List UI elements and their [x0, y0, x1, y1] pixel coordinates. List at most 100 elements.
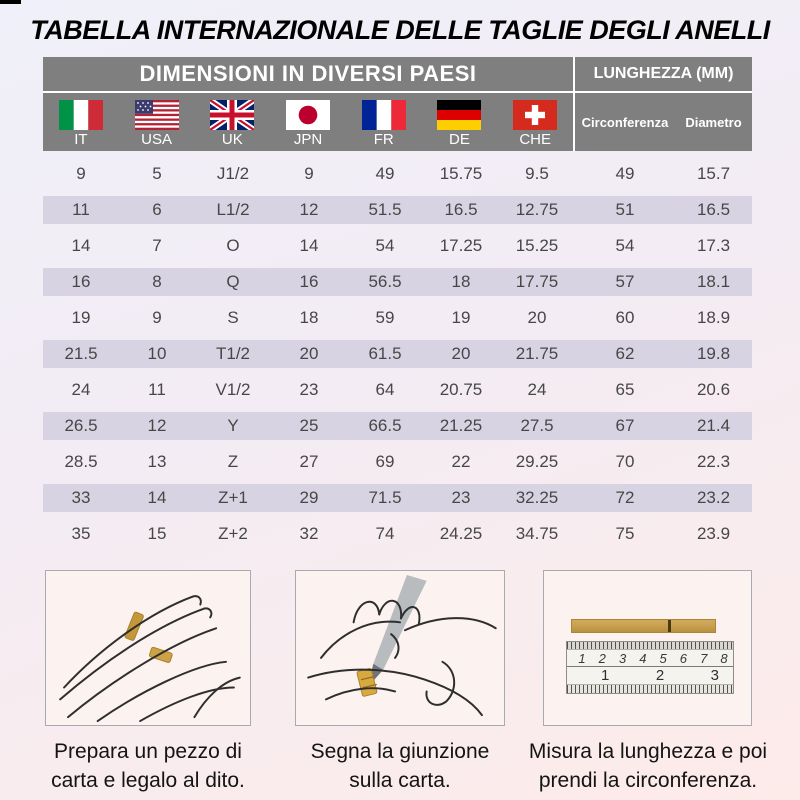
table-cell: 21.75 [515, 344, 559, 363]
ruler-number: 6 [679, 650, 688, 666]
table-cell: 21.4 [696, 416, 731, 435]
table-cell: 25 [299, 416, 319, 435]
country-column-che: CHE [497, 93, 573, 151]
table-cell: 8 [152, 272, 162, 291]
instruction-box-mark [295, 570, 505, 726]
table-cell: 19 [71, 308, 91, 327]
flag-it-icon [58, 100, 103, 130]
table-cell: 51.5 [368, 200, 402, 219]
country-column-usa: USA [119, 93, 195, 151]
table-cell: 54 [375, 236, 395, 255]
table-cell: 15.75 [439, 164, 483, 183]
table-cell: 26.5 [64, 416, 98, 435]
table-cell: 59 [375, 308, 395, 327]
country-column-it: IT [43, 93, 119, 151]
table-cell: 27 [299, 452, 319, 471]
table-cell: 74 [375, 524, 395, 543]
table-cell: 71.5 [368, 488, 402, 507]
table-cell: 62 [615, 344, 635, 363]
country-code: CHE [519, 131, 551, 148]
caption-line: sulla carta. [349, 769, 451, 792]
table-cell: 16.5 [444, 200, 478, 219]
table-cell: 17.25 [439, 236, 483, 255]
table-cell: 18.9 [696, 308, 731, 327]
table-cell: 7 [152, 236, 162, 255]
table-cell: 70 [615, 452, 635, 471]
table-cell: 49 [375, 164, 395, 183]
table-cell: 21.5 [64, 344, 98, 363]
table-cell: J1/2 [216, 164, 250, 183]
ruler-inch-scale: 1 2 3 [567, 667, 733, 684]
table-cell: 28.5 [64, 452, 98, 471]
table-cell: 18 [451, 272, 471, 291]
table-cell: 65 [615, 380, 635, 399]
table-cell: 29 [299, 488, 319, 507]
table-cell: 24 [71, 380, 91, 399]
table-cell: 54 [615, 236, 635, 255]
ruler-number: 3 [710, 667, 719, 684]
strip-mark [668, 620, 671, 632]
column-diametro: Diametro [685, 114, 742, 130]
table-cell: S [227, 308, 239, 327]
table-cell: 35 [71, 524, 91, 543]
country-code: USA [141, 131, 172, 148]
caption-line: carta e legalo al dito. [51, 769, 245, 792]
caption-line: Segna la giunzione [310, 740, 490, 763]
table-cell: 9 [152, 308, 162, 327]
table-cell: 12 [147, 416, 167, 435]
table-cell: 18 [299, 308, 319, 327]
country-code: IT [74, 131, 88, 148]
table-cell: 14 [71, 236, 91, 255]
table-cell: 16.5 [696, 200, 731, 219]
table-cell: 12 [299, 200, 319, 219]
instruction-box-prepare [45, 570, 251, 726]
instruction-caption-measure: Misura la lunghezza e poi prendi la circ… [529, 737, 767, 795]
table-cell: Z [227, 452, 239, 471]
country-code: UK [221, 131, 243, 148]
flag-fr-icon [361, 100, 406, 130]
ruler-number: 3 [618, 650, 627, 666]
ruler-number: 7 [700, 650, 708, 666]
table-cell: 21.25 [439, 416, 483, 435]
country-code: FR [373, 131, 394, 148]
table-cell: 33 [71, 488, 91, 507]
flag-che-icon [513, 100, 558, 130]
table-cell: 20 [451, 344, 471, 363]
table-cell: T1/2 [215, 344, 251, 363]
ruler-cm-ticks [567, 642, 733, 650]
column-circonferenza: Circonferenza [581, 114, 669, 130]
country-column-jpn: JPN [270, 93, 346, 151]
table-header: DIMENSIONI IN DIVERSI PAESI LUNGHEZZA (M… [43, 57, 752, 151]
table-cell: 20 [527, 308, 547, 327]
ruler-number: 5 [659, 650, 667, 666]
table-cell: 29.25 [515, 452, 559, 471]
top-left-artifact [0, 0, 21, 4]
ruler-number: 2 [598, 650, 606, 666]
country-code: JPN [293, 131, 323, 148]
table-row: 14 7 O 14 54 17.25 15.25 54 17.3 [43, 228, 752, 264]
ruler-number: 1 [601, 667, 610, 684]
table-row: 11 6 L1/2 12 51.5 16.5 12.75 51 16.5 [43, 192, 752, 228]
table-cell: 5 [152, 164, 162, 183]
size-rows: 9 5 J1/2 9 49 15.75 9.5 49 15.7 11 6 L1/2 12 51.5 16.5… [43, 156, 752, 552]
table-cell: 10 [147, 344, 167, 363]
table-row: 33 14 Z+1 29 71.5 23 32.25 72 23.2 [43, 480, 752, 516]
table-cell: 61.5 [368, 344, 402, 363]
ruler-number: 4 [639, 650, 647, 666]
table-row: 26.5 12 Y 25 66.5 21.25 27.5 67 21.4 [43, 408, 752, 444]
table-cell: 12.75 [515, 200, 559, 219]
table-cell: 66.5 [368, 416, 402, 435]
ruler-number: 1 [578, 650, 586, 666]
table-cell: 16 [299, 272, 319, 291]
country-columns: IT [43, 93, 575, 151]
table-cell: 22.3 [696, 452, 731, 471]
country-column-de: DE [422, 93, 498, 151]
table-cell: 34.75 [515, 524, 559, 543]
table-cell: 14 [147, 488, 167, 507]
table-row: 21.5 10 T1/2 20 61.5 20 21.75 62 19.8 [43, 336, 752, 372]
caption-line: Misura la lunghezza e poi [528, 740, 768, 763]
table-cell: Z+1 [218, 488, 248, 507]
header-length-mm: LUNGHEZZA (MM) [593, 65, 734, 82]
flag-uk-icon [210, 100, 255, 130]
table-cell: 27.5 [520, 416, 554, 435]
